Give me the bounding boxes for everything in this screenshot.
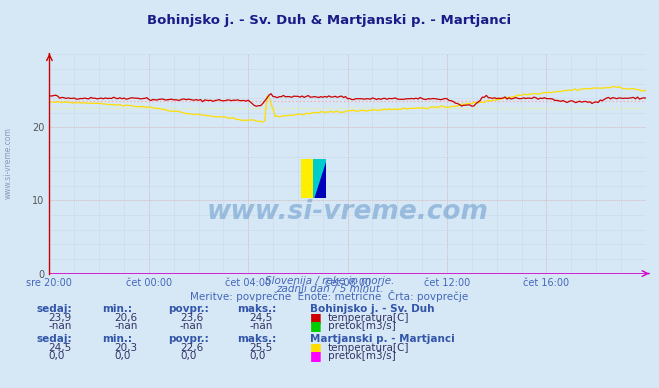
Text: maks.:: maks.: [237, 304, 277, 314]
Text: maks.:: maks.: [237, 334, 277, 344]
Text: 24,5: 24,5 [249, 313, 272, 323]
Text: temperatura[C]: temperatura[C] [328, 313, 409, 323]
Text: min.:: min.: [102, 304, 132, 314]
Text: 22,6: 22,6 [180, 343, 203, 353]
Polygon shape [314, 159, 326, 198]
Text: povpr.:: povpr.: [168, 304, 209, 314]
Text: 0,0: 0,0 [48, 351, 65, 361]
Text: ■: ■ [310, 319, 322, 332]
Text: min.:: min.: [102, 334, 132, 344]
Text: 0,0: 0,0 [180, 351, 196, 361]
Text: Meritve: povprečne  Enote: metrične  Črta: povprečje: Meritve: povprečne Enote: metrične Črta:… [190, 289, 469, 301]
Text: 0,0: 0,0 [249, 351, 266, 361]
Text: www.si-vreme.com: www.si-vreme.com [207, 199, 488, 225]
Text: ■: ■ [310, 341, 322, 354]
Text: -nan: -nan [48, 321, 71, 331]
Bar [301, 159, 314, 198]
Text: 23,6: 23,6 [180, 313, 203, 323]
Text: 0,0: 0,0 [114, 351, 130, 361]
Text: Bohinjsko j. - Sv. Duh & Martjanski p. - Martjanci: Bohinjsko j. - Sv. Duh & Martjanski p. -… [148, 14, 511, 27]
Text: Slovenija / reke in morje.: Slovenija / reke in morje. [265, 276, 394, 286]
Polygon shape [314, 159, 326, 198]
Text: 20,6: 20,6 [114, 313, 137, 323]
Text: -nan: -nan [114, 321, 137, 331]
Text: 20,3: 20,3 [114, 343, 137, 353]
Text: 23,9: 23,9 [48, 313, 71, 323]
Text: zadnji dan / 5 minut.: zadnji dan / 5 minut. [276, 284, 383, 294]
Text: pretok[m3/s]: pretok[m3/s] [328, 321, 395, 331]
Text: Martjanski p. - Martjanci: Martjanski p. - Martjanci [310, 334, 455, 344]
Text: www.si-vreme.com: www.si-vreme.com [3, 127, 13, 199]
Text: -nan: -nan [249, 321, 272, 331]
Text: ■: ■ [310, 311, 322, 324]
Text: -nan: -nan [180, 321, 203, 331]
Text: pretok[m3/s]: pretok[m3/s] [328, 351, 395, 361]
Text: sedaj:: sedaj: [36, 304, 72, 314]
Text: Bohinjsko j. - Sv. Duh: Bohinjsko j. - Sv. Duh [310, 304, 434, 314]
Text: 24,5: 24,5 [48, 343, 71, 353]
Text: 25,5: 25,5 [249, 343, 272, 353]
Text: temperatura[C]: temperatura[C] [328, 343, 409, 353]
Text: sedaj:: sedaj: [36, 334, 72, 344]
Text: ■: ■ [310, 349, 322, 362]
Text: povpr.:: povpr.: [168, 334, 209, 344]
